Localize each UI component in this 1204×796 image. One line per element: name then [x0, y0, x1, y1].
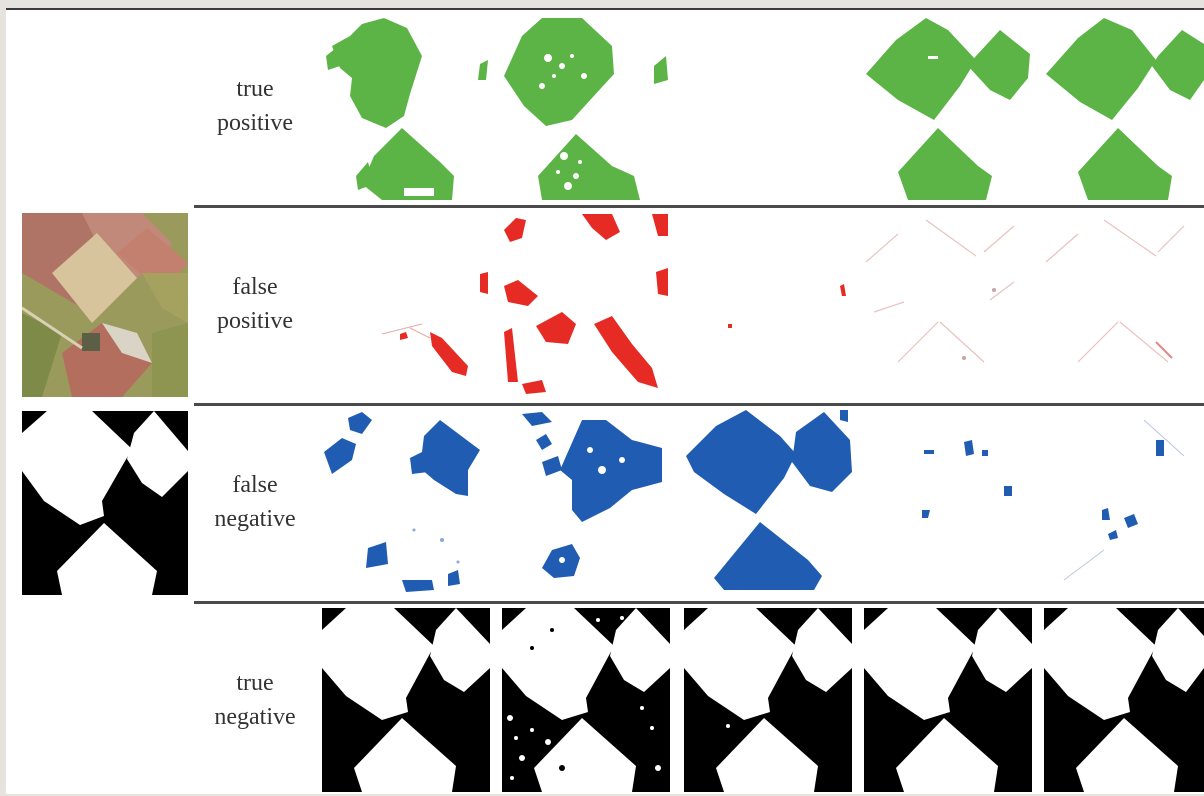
row-label-line: positive — [217, 110, 293, 136]
fp-panel-4 — [865, 219, 1015, 363]
row-divider — [194, 205, 1204, 208]
row-label-true-negative: true negative — [195, 666, 315, 734]
tp-panel-1 — [326, 18, 488, 200]
row-label-line: true — [236, 76, 274, 102]
tn-panel-3 — [684, 608, 852, 792]
row-label-line: false — [232, 274, 278, 300]
row-label-true-positive: true positive — [195, 72, 315, 140]
tn-panel-5 — [1044, 608, 1204, 792]
row-label-line: positive — [217, 308, 293, 334]
row-divider — [194, 601, 1204, 604]
row-label-false-positive: false positive — [195, 270, 315, 338]
fp-panel-1 — [381, 272, 488, 376]
fn-panel-4 — [922, 440, 1012, 518]
row-label-line: true — [236, 670, 274, 696]
tn-panel-2 — [502, 608, 670, 792]
tn-panel-4 — [864, 608, 1032, 792]
fn-panel-3 — [686, 410, 852, 590]
tp-panel-5 — [1046, 18, 1204, 200]
aerial-input-image — [22, 213, 188, 397]
row-label-line: false — [232, 472, 278, 498]
row-label-line: negative — [214, 506, 296, 532]
fp-panel-3 — [728, 284, 846, 328]
tp-panel-2 — [504, 18, 668, 200]
fp-panel-2 — [504, 214, 668, 394]
fn-panel-1 — [324, 412, 480, 592]
fn-panel-5 — [1063, 419, 1185, 581]
tn-panel-1 — [322, 608, 490, 792]
row-label-line: negative — [214, 704, 296, 730]
ground-truth-mask — [22, 411, 188, 595]
tp-panel-4 — [866, 18, 1030, 200]
fn-panel-2 — [522, 412, 662, 578]
row-divider — [194, 403, 1204, 406]
fp-panel-5 — [1045, 219, 1185, 363]
tp-panel-3 — [684, 16, 852, 202]
row-label-false-negative: false negative — [195, 468, 315, 536]
